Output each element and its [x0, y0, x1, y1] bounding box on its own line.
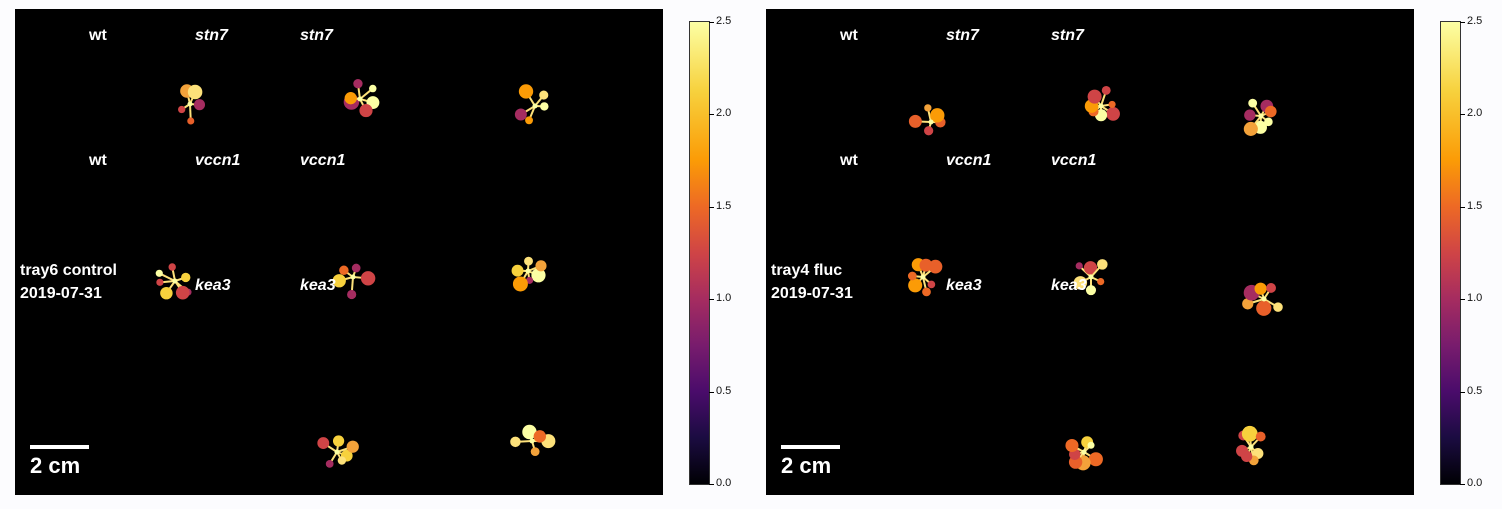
plants-right: [907, 85, 1283, 471]
rosette: [1243, 98, 1277, 136]
colorbar-tick: [1460, 22, 1465, 23]
colorbar-tick-label: 2.0: [1467, 107, 1483, 120]
rosette: [1084, 85, 1120, 122]
colorbar-left: [689, 21, 710, 485]
genotype-label: vccn1: [300, 152, 346, 169]
colorbar-tick-label: 2.5: [716, 15, 732, 27]
colorbar-tick-label: 2.0: [716, 107, 732, 120]
rosette: [155, 263, 192, 300]
colorbar-tick-label: 1.0: [1467, 292, 1483, 305]
tray-name: tray4 fluc: [771, 262, 843, 279]
rosette: [907, 258, 943, 297]
genotype-label: stn7: [1051, 27, 1084, 44]
rosette: [511, 256, 547, 292]
genotype-label: wt: [89, 152, 107, 169]
genotype-label: wt: [840, 27, 858, 44]
tray-name: tray6 control: [20, 262, 117, 279]
colorbar-tick-label: 0.0: [716, 477, 732, 489]
tray-info: tray6 control 2019-07-31: [20, 259, 117, 305]
genotype-label: kea3: [195, 277, 231, 294]
genotype-label: vccn1: [946, 152, 992, 169]
colorbar-tick: [709, 114, 714, 116]
colorbar-tick: [1460, 206, 1465, 208]
tray-date: 2019-07-31: [20, 285, 102, 302]
colorbar-tick: [709, 391, 714, 393]
rosette: [1242, 282, 1283, 316]
genotype-label: stn7: [300, 27, 333, 44]
colorbar-tick: [1460, 299, 1465, 301]
genotype-label: kea3: [300, 277, 336, 294]
tray-date: 2019-07-31: [771, 285, 853, 302]
colorbar-tick-label: 1.5: [1467, 199, 1483, 212]
rosette: [332, 263, 376, 300]
genotype-label: kea3: [1051, 277, 1087, 294]
colorbar-tick: [1460, 114, 1465, 116]
plants-left: [155, 78, 556, 468]
genotype-label: wt: [89, 27, 107, 44]
genotype-label: stn7: [195, 27, 228, 44]
colorbar-tick: [1460, 391, 1465, 393]
genotype-label: vccn1: [195, 152, 241, 169]
rosette: [178, 84, 206, 125]
colorbar-tick-label: 0.5: [716, 384, 732, 397]
rosette: [1065, 436, 1103, 471]
genotype-label: stn7: [946, 27, 979, 44]
genotype-label: wt: [840, 152, 858, 169]
rosette: [514, 84, 549, 125]
plant-image-left: wt stn7 stn7 wt vccn1 vccn1 kea3 kea3 tr…: [15, 9, 663, 495]
colorbar-tick: [709, 484, 714, 485]
plant-image-right: wt stn7 stn7 wt vccn1 vccn1 kea3 kea3 tr…: [766, 9, 1414, 495]
colorbar-tick: [709, 206, 714, 208]
colorbar-tick-label: 0.5: [1467, 384, 1483, 397]
scale-label: 2 cm: [781, 453, 832, 478]
scale-bar: [781, 445, 840, 449]
rosette: [1236, 425, 1266, 466]
scale-bar: [30, 445, 89, 449]
genotype-label: vccn1: [1051, 152, 1097, 169]
colorbar-tick: [1460, 484, 1465, 485]
rosette: [343, 78, 380, 118]
colorbar-tick: [709, 22, 714, 23]
tray-info: tray4 fluc 2019-07-31: [771, 259, 853, 305]
colorbar-tick: [709, 299, 714, 301]
rosette: [317, 435, 359, 468]
colorbar-tick-label: 2.5: [1467, 15, 1483, 27]
scale-label: 2 cm: [30, 453, 81, 478]
genotype-label: kea3: [946, 277, 982, 294]
rosette: [510, 424, 556, 457]
colorbar-right: [1440, 21, 1461, 485]
colorbar-tick-label: 1.0: [716, 292, 732, 305]
rosette: [908, 104, 946, 136]
colorbar-tick-label: 1.5: [716, 199, 732, 212]
rosette: [1073, 259, 1108, 296]
colorbar-tick-label: 0.0: [1467, 477, 1483, 489]
